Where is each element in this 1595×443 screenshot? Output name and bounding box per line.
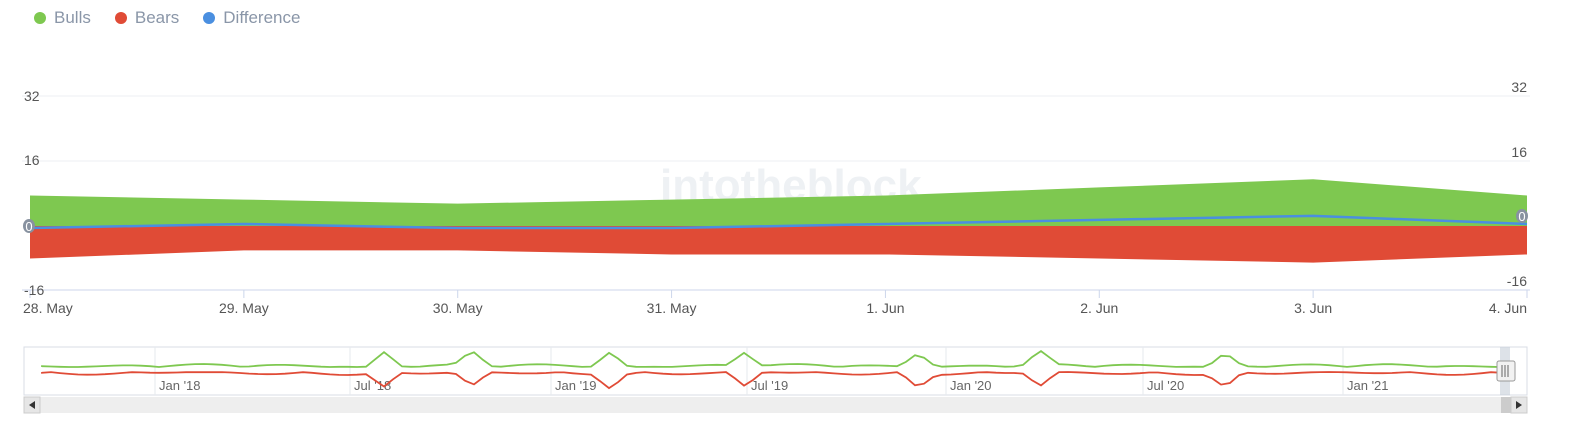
series-area-bears (30, 226, 1527, 263)
arrow-right-icon (1516, 401, 1522, 409)
x-tick-label: 28. May (23, 300, 73, 316)
navigator[interactable]: Jan '18 Jul '18 Jan '19 Jul '19 Jan '20 Jul '… (23, 346, 1528, 414)
zero-marker (23, 219, 35, 233)
scrollbar-thumb[interactable] (1501, 397, 1511, 413)
legend-dot-icon (34, 12, 46, 24)
navigator-label: Jul '18 (354, 378, 391, 393)
y-tick-label-left: -16 (24, 282, 44, 298)
y-tick-label-left: 0 (25, 219, 32, 234)
legend-label: Bears (134, 8, 180, 27)
scrollbar-track[interactable] (24, 397, 1527, 413)
legend-label: Difference (223, 8, 301, 27)
navigator-label: Jan '19 (555, 378, 597, 393)
x-axis: 28. May 29. May 30. May 31. May 1. Jun 2. Jun… (22, 289, 1530, 316)
navigator-label: Jan '18 (159, 378, 201, 393)
navigator-frame (23, 346, 1528, 396)
y-tick-label-right: 32 (1511, 79, 1527, 95)
y-tick-label-right: 16 (1511, 144, 1527, 160)
navigator-handle[interactable] (1496, 360, 1516, 382)
navigator-label: Jan '21 (1347, 378, 1389, 393)
navigator-label: Jul '20 (1147, 378, 1184, 393)
x-tick-label: 1. Jun (866, 300, 904, 316)
legend-dot-icon (203, 12, 216, 24)
plot-area (29, 179, 1528, 263)
x-tick-label: 30. May (433, 300, 483, 316)
legend-item-difference[interactable]: Difference (203, 8, 300, 28)
x-tick-label: 3. Jun (1294, 300, 1332, 316)
series-area-bulls (30, 179, 1527, 226)
x-tick-label: 4. Jun (1489, 300, 1527, 316)
x-tick-label: 29. May (219, 300, 269, 316)
navigator-label: Jul '19 (751, 378, 788, 393)
y-tick-label-left: 16 (24, 152, 40, 168)
x-tick-label: 2. Jun (1080, 300, 1118, 316)
legend-item-bears[interactable]: Bears (114, 8, 180, 28)
y-tick-label-right: 0 (1518, 209, 1525, 224)
y-tick-label-left: 32 (24, 88, 40, 104)
navigator-label: Jan '20 (950, 378, 992, 393)
arrow-left-icon (29, 401, 35, 409)
legend-label: Bulls (54, 8, 91, 27)
navigator-line-bears (41, 371, 1501, 390)
navigator-line-bulls (41, 349, 1501, 368)
series-line-difference (29, 214, 1528, 230)
legend-dot-icon (114, 12, 127, 24)
chart-legend: Bulls Bears Difference (34, 8, 300, 28)
grid-lines (22, 95, 1530, 162)
x-tick-label: 31. May (647, 300, 697, 316)
y-axis-left: 32 16 0 -16 (23, 88, 44, 298)
legend-item-bulls[interactable]: Bulls (34, 8, 91, 28)
zero-marker (1516, 209, 1528, 223)
y-axis-right: 32 16 0 -16 (1507, 79, 1528, 289)
y-tick-label-right: -16 (1507, 273, 1527, 289)
